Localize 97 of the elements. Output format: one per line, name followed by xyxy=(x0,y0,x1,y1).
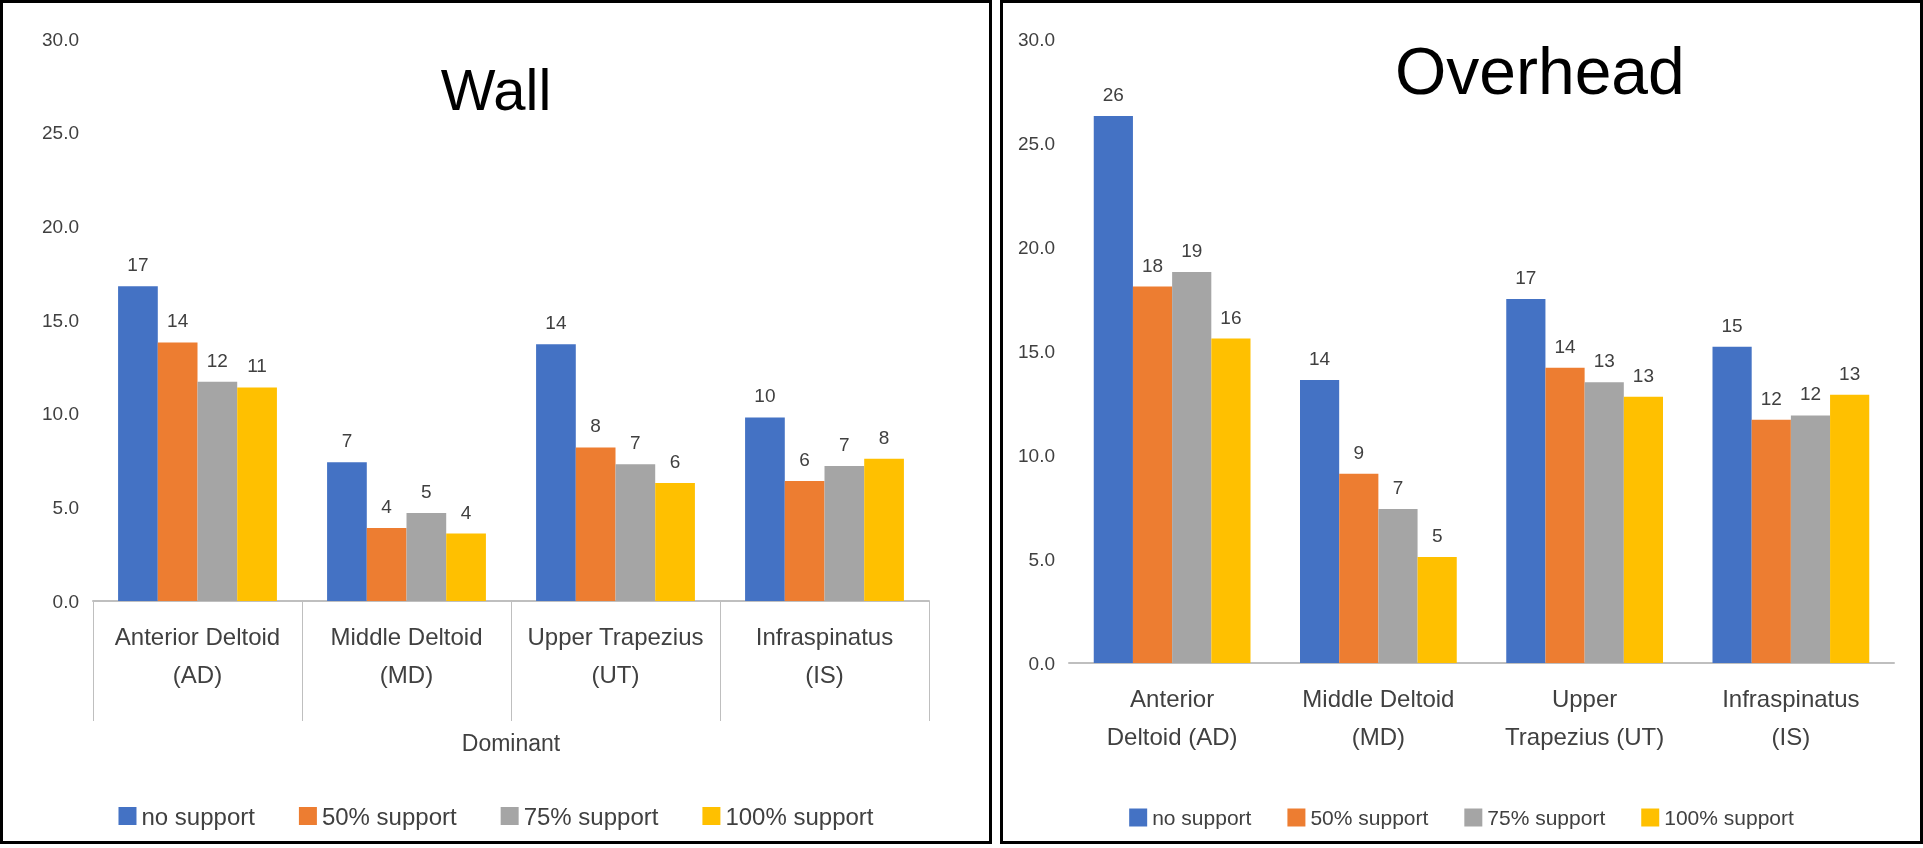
data-label: 7 xyxy=(341,430,353,452)
bar xyxy=(615,464,656,601)
bar xyxy=(157,342,198,601)
data-label: 7 xyxy=(839,434,850,456)
x-tick-label: Upper Trapezius (UT) xyxy=(527,622,704,688)
y-tick-label: 15.0 xyxy=(42,309,79,331)
data-label: 14 xyxy=(1554,335,1577,357)
data-label: 13 xyxy=(1593,350,1615,372)
data-label: 13 xyxy=(1632,364,1654,386)
bar xyxy=(1506,299,1546,663)
y-tick-label: 0.0 xyxy=(1028,652,1055,674)
legend-label: 50% support xyxy=(1310,806,1429,829)
bar xyxy=(197,381,238,601)
bar xyxy=(1623,396,1663,663)
data-label: 5 xyxy=(1431,524,1443,546)
data-label: 6 xyxy=(669,450,681,472)
y-tick-label: 30.0 xyxy=(1018,28,1055,50)
data-label: 26 xyxy=(1102,83,1124,105)
data-label: 4 xyxy=(381,495,393,517)
bar xyxy=(1339,473,1379,663)
data-label: 10 xyxy=(754,385,776,407)
data-label: 7 xyxy=(1392,477,1404,499)
legend-label: 50% support xyxy=(321,802,457,830)
legend-label: no support xyxy=(141,802,256,830)
bar xyxy=(655,482,695,601)
x-tick-label: Infraspinatus (IS) xyxy=(1722,684,1860,750)
y-tick-label: 5.0 xyxy=(52,496,79,518)
y-tick-label: 5.0 xyxy=(1028,548,1055,570)
bar xyxy=(575,447,616,601)
bar xyxy=(1378,509,1418,663)
data-label: 12 xyxy=(206,349,228,371)
bar xyxy=(1417,556,1457,663)
bar xyxy=(118,286,158,601)
bar xyxy=(1300,380,1340,663)
bar xyxy=(1093,115,1133,663)
legend-label: no support xyxy=(1152,806,1252,829)
y-tick-label: 10.0 xyxy=(1018,444,1055,466)
y-tick-label: 20.0 xyxy=(1018,236,1055,258)
data-label: 17 xyxy=(1515,267,1537,288)
data-label: 16 xyxy=(1220,306,1242,328)
y-tick-label: 10.0 xyxy=(42,403,79,425)
x-tick-label: Middle Deltoid (MD) xyxy=(330,622,483,688)
data-label: 14 xyxy=(1309,348,1331,370)
data-label: 14 xyxy=(167,310,189,332)
data-label: 14 xyxy=(545,312,567,334)
x-tick-label: Middle Deltoid (MD) xyxy=(1302,684,1455,750)
bar xyxy=(1712,346,1752,663)
data-label: 18 xyxy=(1141,254,1164,276)
data-label: 12 xyxy=(1760,387,1782,409)
x-tick-label: Anterior Deltoid (AD) xyxy=(114,622,281,688)
bar xyxy=(1211,338,1251,663)
data-label: 17 xyxy=(127,254,149,276)
data-label: 19 xyxy=(1181,239,1203,261)
bar xyxy=(536,344,576,601)
bar xyxy=(1751,419,1791,663)
chart-title: Overhead xyxy=(1394,34,1685,108)
legend-label: 75% support xyxy=(1487,806,1606,829)
bar xyxy=(1584,382,1624,663)
bar xyxy=(824,466,865,601)
data-label: 8 xyxy=(878,426,890,448)
data-label: 8 xyxy=(590,415,601,437)
x-tick-label: Upper Trapezius (UT) xyxy=(1505,684,1665,750)
data-label: 6 xyxy=(799,449,810,471)
bar xyxy=(864,458,904,601)
data-label: 11 xyxy=(247,355,267,377)
data-label: 7 xyxy=(630,432,641,454)
legend-label: 100% support xyxy=(1664,806,1794,829)
x-tick-label: Anterior Deltoid (AD) xyxy=(1106,684,1238,750)
y-tick-label: 15.0 xyxy=(1018,340,1055,362)
data-label: 9 xyxy=(1353,441,1365,463)
y-tick-label: 0.0 xyxy=(52,590,79,612)
data-label: 5 xyxy=(421,480,432,502)
chart-title: Wall xyxy=(440,56,552,122)
bar xyxy=(1172,271,1212,663)
y-tick-label: 25.0 xyxy=(42,122,79,144)
data-label: 15 xyxy=(1721,314,1743,336)
bar xyxy=(745,417,785,601)
bar xyxy=(1790,415,1831,663)
bar xyxy=(446,533,486,601)
x-tick-label: Infraspinatus (IS) xyxy=(755,622,894,688)
legend-label: 75% support xyxy=(523,802,659,830)
bar xyxy=(1132,286,1173,663)
bar xyxy=(366,527,407,601)
legend-label: 100% support xyxy=(725,802,874,830)
data-label: 12 xyxy=(1799,383,1822,405)
y-tick-label: 25.0 xyxy=(1018,132,1055,154)
bar xyxy=(327,462,367,601)
y-tick-label: 30.0 xyxy=(42,28,79,50)
bar xyxy=(1830,394,1870,663)
bar xyxy=(237,387,277,601)
bar xyxy=(406,512,447,601)
bar xyxy=(1545,367,1585,663)
x-axis-title: Dominant xyxy=(461,729,561,756)
data-label: 13 xyxy=(1839,362,1861,384)
data-label: 4 xyxy=(460,501,472,523)
y-tick-label: 20.0 xyxy=(42,215,79,237)
bar xyxy=(784,481,825,601)
